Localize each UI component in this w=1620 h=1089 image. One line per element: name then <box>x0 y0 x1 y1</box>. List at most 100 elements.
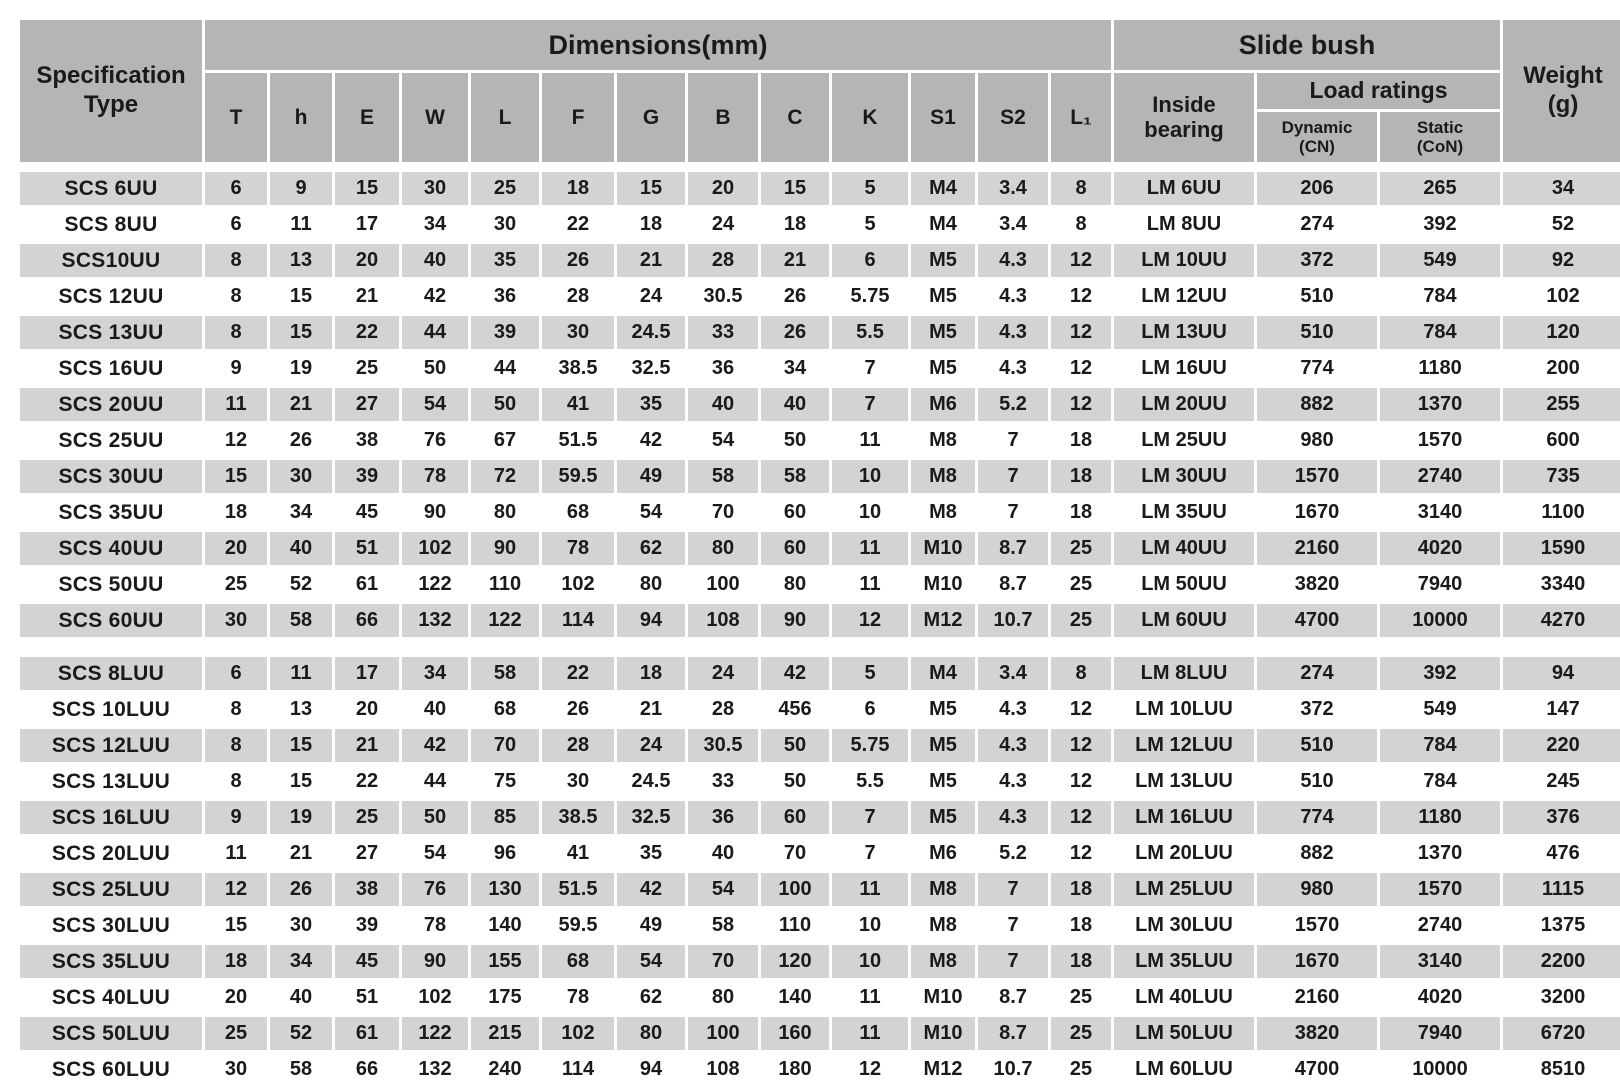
cell-inside-bearing: LM 60UU <box>1114 604 1254 637</box>
cell-W: 78 <box>402 460 468 493</box>
cell-E: 21 <box>335 280 399 313</box>
cell-C: 34 <box>761 352 829 385</box>
load-ratings-header: Load ratings <box>1257 73 1501 109</box>
cell-W: 122 <box>402 568 468 601</box>
cell-inside-bearing: LM 10LUU <box>1114 693 1254 726</box>
cell-F: 102 <box>542 1017 614 1050</box>
cell-T: 6 <box>205 172 267 205</box>
cell-E: 45 <box>335 945 399 978</box>
cell-static-load: 1180 <box>1380 352 1501 385</box>
cell-inside-bearing: LM 10UU <box>1114 244 1254 277</box>
cell-L1: 18 <box>1051 945 1111 978</box>
cell-L: 122 <box>471 604 539 637</box>
cell-h: 30 <box>270 909 332 942</box>
cell-S2: 4.3 <box>978 316 1048 349</box>
cell-weight: 102 <box>1503 280 1620 313</box>
cell-W: 34 <box>402 208 468 241</box>
cell-spec: SCS 35UU <box>20 496 202 529</box>
col-header-C: C <box>761 73 829 162</box>
cell-S2: 7 <box>978 873 1048 906</box>
cell-S2: 4.3 <box>978 280 1048 313</box>
cell-h: 58 <box>270 604 332 637</box>
cell-W: 90 <box>402 496 468 529</box>
cell-dynamic-load: 882 <box>1257 837 1377 870</box>
cell-G: 54 <box>617 496 685 529</box>
cell-L1: 18 <box>1051 496 1111 529</box>
cell-spec: SCS 40UU <box>20 532 202 565</box>
cell-inside-bearing: LM 13UU <box>1114 316 1254 349</box>
cell-dynamic-load: 2160 <box>1257 981 1377 1014</box>
cell-static-load: 3140 <box>1380 496 1501 529</box>
cell-S2: 5.2 <box>978 837 1048 870</box>
cell-L1: 8 <box>1051 172 1111 205</box>
cell-L: 130 <box>471 873 539 906</box>
cell-C: 160 <box>761 1017 829 1050</box>
cell-spec: SCS 40LUU <box>20 981 202 1014</box>
cell-L1: 25 <box>1051 604 1111 637</box>
cell-G: 62 <box>617 532 685 565</box>
col-header-L: L <box>471 73 539 162</box>
table-row: SCS10UU 8 13 20 40 35 26 21 28 21 6 M5 4.3 12 LM 10UU 3… <box>20 244 1620 277</box>
cell-G: 80 <box>617 568 685 601</box>
cell-L: 110 <box>471 568 539 601</box>
table-row: SCS 8LUU 6 11 17 34 58 22 18 24 42 5 M4 3.4 8 LM 8LUU 2… <box>20 657 1620 690</box>
cell-W: 132 <box>402 604 468 637</box>
cell-inside-bearing: LM 8UU <box>1114 208 1254 241</box>
cell-S1: M4 <box>911 208 975 241</box>
cell-L: 240 <box>471 1053 539 1086</box>
cell-inside-bearing: LM 60LUU <box>1114 1053 1254 1086</box>
cell-static-load: 265 <box>1380 172 1501 205</box>
cell-T: 25 <box>205 568 267 601</box>
cell-F: 78 <box>542 981 614 1014</box>
cell-dynamic-load: 372 <box>1257 693 1377 726</box>
cell-h: 40 <box>270 981 332 1014</box>
cell-spec: SCS10UU <box>20 244 202 277</box>
cell-F: 51.5 <box>542 873 614 906</box>
cell-G: 32.5 <box>617 801 685 834</box>
cell-E: 15 <box>335 172 399 205</box>
cell-C: 456 <box>761 693 829 726</box>
cell-h: 34 <box>270 496 332 529</box>
cell-dynamic-load: 3820 <box>1257 568 1377 601</box>
table-row: SCS 35UU 18 34 45 90 80 68 54 70 60 10 M8 7 18 LM 35UU… <box>20 496 1620 529</box>
cell-weight: 476 <box>1503 837 1620 870</box>
cell-weight: 94 <box>1503 657 1620 690</box>
cell-B: 70 <box>688 496 758 529</box>
col-header-T: T <box>205 73 267 162</box>
cell-L1: 12 <box>1051 837 1111 870</box>
cell-F: 28 <box>542 729 614 762</box>
cell-E: 61 <box>335 568 399 601</box>
cell-L1: 18 <box>1051 909 1111 942</box>
cell-weight: 4270 <box>1503 604 1620 637</box>
cell-static-load: 784 <box>1380 765 1501 798</box>
cell-S1: M5 <box>911 693 975 726</box>
cell-E: 22 <box>335 765 399 798</box>
cell-h: 34 <box>270 945 332 978</box>
cell-E: 38 <box>335 424 399 457</box>
cell-K: 7 <box>832 837 908 870</box>
cell-L1: 25 <box>1051 981 1111 1014</box>
cell-K: 5.75 <box>832 729 908 762</box>
cell-F: 68 <box>542 945 614 978</box>
cell-G: 24.5 <box>617 765 685 798</box>
cell-static-load: 392 <box>1380 657 1501 690</box>
cell-E: 39 <box>335 460 399 493</box>
cell-S2: 3.4 <box>978 172 1048 205</box>
cell-S1: M5 <box>911 280 975 313</box>
cell-C: 60 <box>761 801 829 834</box>
cell-S2: 8.7 <box>978 981 1048 1014</box>
table-row: SCS 30LUU 15 30 39 78 140 59.5 49 58 110 10 M8 7 18 LM… <box>20 909 1620 942</box>
cell-G: 24.5 <box>617 316 685 349</box>
cell-h: 21 <box>270 388 332 421</box>
cell-C: 18 <box>761 208 829 241</box>
cell-B: 100 <box>688 568 758 601</box>
table-row: SCS 13LUU 8 15 22 44 75 30 24.5 33 50 5.5 M5 4.3 12 LM… <box>20 765 1620 798</box>
cell-static-load: 2740 <box>1380 909 1501 942</box>
cell-T: 25 <box>205 1017 267 1050</box>
cell-L: 68 <box>471 693 539 726</box>
cell-spec: SCS 35LUU <box>20 945 202 978</box>
cell-G: 35 <box>617 388 685 421</box>
cell-B: 36 <box>688 801 758 834</box>
table-row: SCS 6UU 6 9 15 30 25 18 15 20 15 5 M4 3.4 8 LM 6UU 206 2… <box>20 172 1620 205</box>
cell-E: 25 <box>335 801 399 834</box>
